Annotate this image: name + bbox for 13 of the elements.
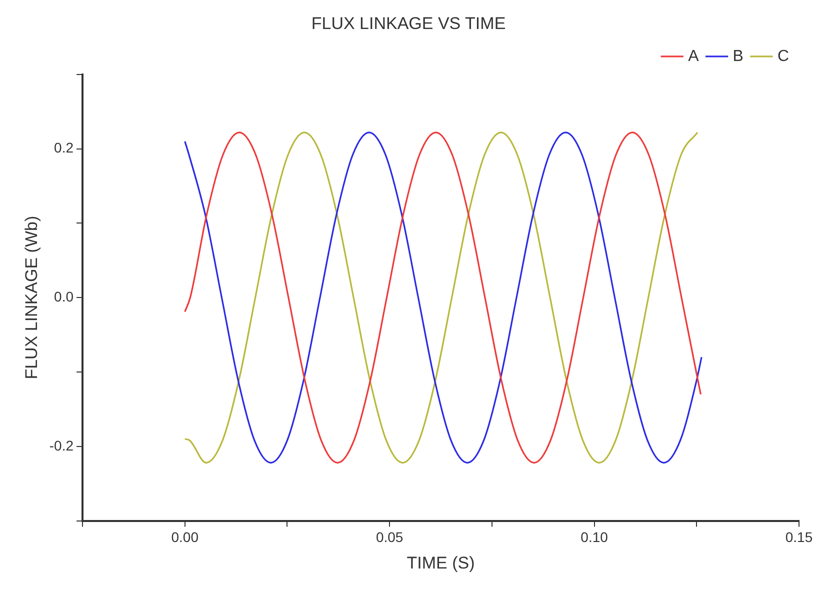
legend-label: A: [688, 48, 700, 65]
chart-title: FLUX LINKAGE VS TIME: [311, 14, 506, 33]
x-tick-label: 0.00: [171, 529, 199, 546]
x-axis-title: TIME (S): [406, 553, 475, 572]
x-tick-label: 0.15: [785, 529, 813, 546]
legend-label: B: [732, 48, 744, 65]
y-tick-label: 0.2: [54, 140, 74, 156]
y-tick-label: -0.2: [49, 437, 74, 454]
x-tick-label: 0.10: [580, 529, 608, 546]
y-axis-title: FLUX LINKAGE (Wb): [22, 216, 41, 380]
y-tick-label: 0.0: [54, 288, 74, 304]
legend-label: C: [777, 48, 790, 65]
x-tick-label: 0.05: [376, 529, 404, 546]
